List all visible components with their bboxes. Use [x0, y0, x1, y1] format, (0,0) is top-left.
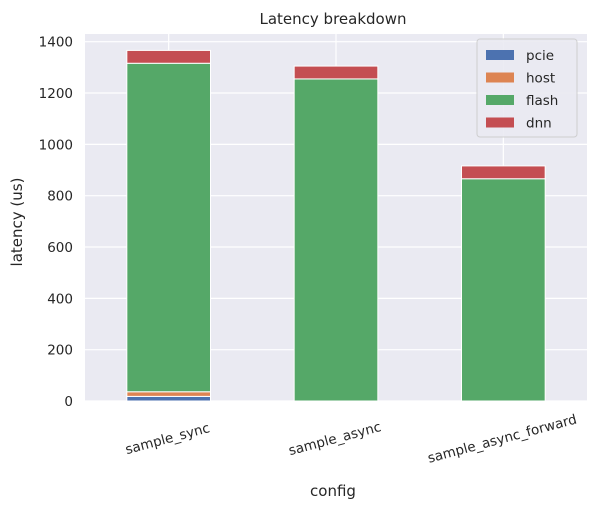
legend-label-dnn: dnn: [526, 116, 552, 132]
bar-flash-sample_async_forward: [461, 178, 546, 402]
y-tick-label: 0: [64, 394, 73, 410]
legend: pcie host flash dnn: [476, 38, 578, 138]
bars: [126, 49, 546, 402]
y-tick-label: 200: [47, 343, 73, 359]
y-tick-label: 1000: [39, 137, 73, 153]
x-axis-ticks: sample_sync sample_async sample_async_forw…: [124, 412, 579, 467]
legend-swatch-host: [486, 72, 514, 83]
bar-dnn-sample_async: [293, 65, 379, 80]
y-tick-label: 1400: [39, 35, 73, 51]
bar-pcie-sample_sync: [126, 395, 211, 402]
legend-label-pcie: pcie: [526, 48, 554, 64]
bar-dnn-sample_async_forward: [461, 165, 546, 180]
chart-title: Latency breakdown: [260, 10, 407, 28]
x-tick-label: sample_async_forward: [426, 412, 579, 467]
y-tick-label: 400: [47, 291, 73, 307]
legend-swatch-flash: [486, 95, 514, 105]
legend-swatch-pcie: [486, 50, 514, 60]
legend-box: [476, 38, 578, 138]
legend-swatch-dnn: [486, 117, 514, 128]
y-tick-label: 600: [47, 240, 73, 256]
legend-label-host: host: [526, 71, 555, 87]
y-axis-label: latency (us): [8, 178, 26, 267]
y-tick-label: 800: [47, 189, 73, 205]
x-axis-label: config: [310, 482, 356, 500]
bar-dnn-sample_sync: [126, 49, 211, 64]
bar-flash-sample_async: [293, 78, 379, 402]
bar-host-sample_sync: [126, 391, 211, 397]
x-tick-label: sample_sync: [124, 420, 212, 458]
y-tick-label: 1200: [39, 86, 73, 102]
bar-flash-sample_sync: [126, 62, 211, 393]
legend-label-flash: flash: [526, 93, 558, 109]
x-tick-label: sample_async: [287, 419, 383, 459]
y-axis-ticks: 0 200 400 600 800 1000 1200 1400: [39, 35, 73, 410]
